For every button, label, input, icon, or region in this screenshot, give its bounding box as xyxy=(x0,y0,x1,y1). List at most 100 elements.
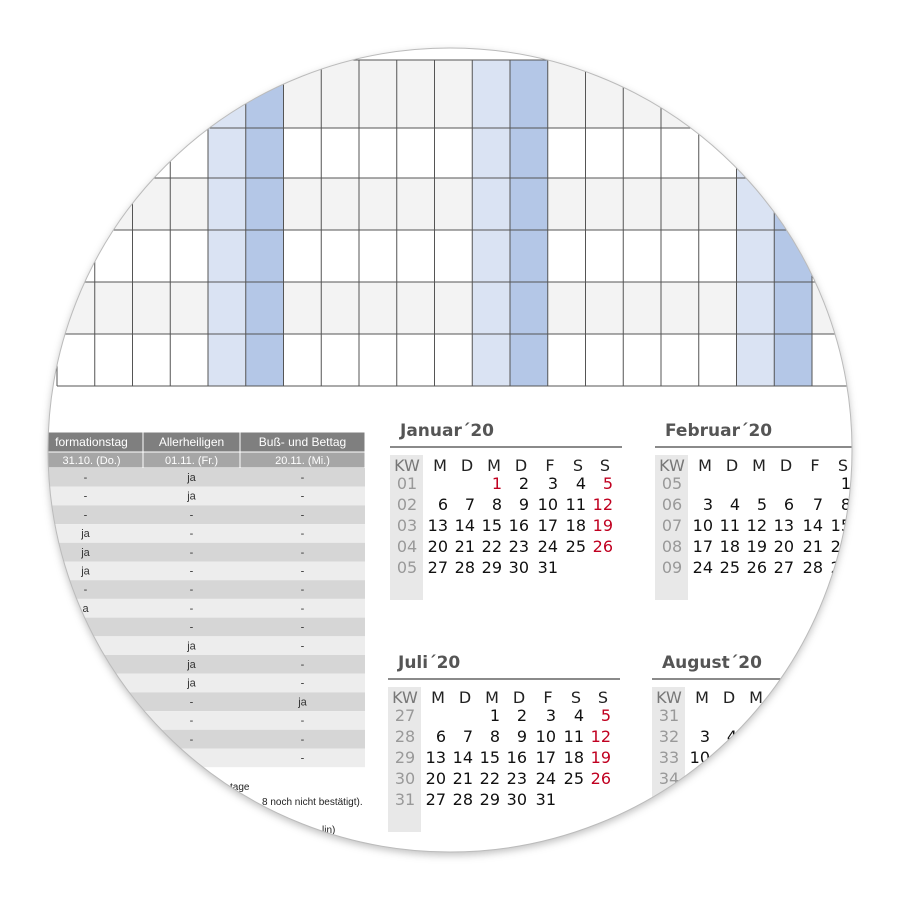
table-row xyxy=(48,729,365,749)
grid-row xyxy=(48,282,852,334)
day: 24 xyxy=(536,769,556,788)
day: 26 xyxy=(747,558,767,577)
day: 20 xyxy=(428,537,448,556)
day: 28 xyxy=(455,558,475,577)
table-row xyxy=(48,468,365,487)
day: 13 xyxy=(771,748,791,767)
day: 26 xyxy=(591,769,611,788)
day: 9 xyxy=(519,495,529,514)
day: 4 xyxy=(574,706,584,725)
day: 6 xyxy=(781,727,791,746)
day: 8 xyxy=(490,727,500,746)
weekday: D xyxy=(723,688,735,707)
grid-row xyxy=(48,178,852,230)
table-row xyxy=(48,505,365,525)
day: 1 xyxy=(838,706,848,725)
weekday: F xyxy=(545,456,554,475)
table-cell: - xyxy=(190,566,194,578)
day: 5 xyxy=(601,706,611,725)
day: 19 xyxy=(744,769,764,788)
table-cell: - xyxy=(301,753,305,765)
table-cell: - xyxy=(190,528,194,540)
table-header: Allerheiligen xyxy=(159,435,224,449)
day: 7 xyxy=(810,727,820,746)
day: 14 xyxy=(803,516,823,535)
day: 18 xyxy=(720,537,740,556)
table-cell: ja xyxy=(80,547,90,559)
weekday: KW xyxy=(394,456,420,475)
weekday: S xyxy=(571,688,581,707)
table-cell: - xyxy=(301,509,305,521)
table-cell: ja xyxy=(186,678,196,690)
day: 11 xyxy=(566,495,586,514)
day: 16 xyxy=(858,516,878,535)
table-header: Buß- und Bettag xyxy=(259,435,346,449)
day: 22 xyxy=(831,537,851,556)
day: 1 xyxy=(492,474,502,493)
day: 2 xyxy=(517,706,527,725)
day: 27 xyxy=(426,790,446,809)
kw: 04 xyxy=(397,537,417,556)
table-cell: ja xyxy=(186,491,196,503)
table-cell: - xyxy=(190,622,194,634)
day: 4 xyxy=(730,495,740,514)
month-title: Februar´20 xyxy=(665,421,772,441)
day: 15 xyxy=(831,516,851,535)
table-cell: - xyxy=(84,472,88,484)
day: 24 xyxy=(538,537,558,556)
kw: 08 xyxy=(662,537,682,556)
day: 12 xyxy=(593,495,613,514)
kw: 32 xyxy=(659,727,679,746)
weekday: M xyxy=(485,688,499,707)
grid-row xyxy=(48,230,852,282)
day: 25 xyxy=(566,537,586,556)
day: 8 xyxy=(838,727,848,746)
day: 6 xyxy=(438,495,448,514)
day: 7 xyxy=(813,495,823,514)
weekday: KW xyxy=(659,456,685,475)
day: 3 xyxy=(700,727,710,746)
day: 9 xyxy=(517,727,527,746)
table-row xyxy=(48,561,365,581)
day: 12 xyxy=(744,748,764,767)
day: 30 xyxy=(507,790,527,809)
table-row xyxy=(48,580,365,599)
grid-highlight xyxy=(472,60,510,386)
day: 11 xyxy=(564,727,584,746)
day: 23 xyxy=(509,537,529,556)
kw: 05 xyxy=(397,558,417,577)
kw: 03 xyxy=(397,516,417,535)
day: 18 xyxy=(717,769,737,788)
day: 22 xyxy=(482,537,502,556)
table-row xyxy=(48,748,365,768)
month-title: August´20 xyxy=(662,653,762,673)
day: 20 xyxy=(774,537,794,556)
table-row xyxy=(48,617,365,637)
day: 2 xyxy=(519,474,529,493)
day: 21 xyxy=(803,537,823,556)
day: 21 xyxy=(800,769,820,788)
day: 10 xyxy=(690,748,710,767)
kw: 09 xyxy=(662,558,682,577)
weekday: S xyxy=(838,456,848,475)
day: 31 xyxy=(536,790,556,809)
table-header: formationstag xyxy=(55,435,128,449)
day: 10 xyxy=(693,516,713,535)
day: 12 xyxy=(747,516,767,535)
table-cell: - xyxy=(301,547,305,559)
grid-highlight xyxy=(736,60,775,386)
day: 1 xyxy=(490,706,500,725)
table-subheader: 31.10. (Do.) xyxy=(62,455,120,467)
day: 29 xyxy=(831,558,851,577)
kw: 05 xyxy=(662,474,682,493)
day: 17 xyxy=(538,516,558,535)
grid-highlight xyxy=(245,60,284,386)
kw: 28 xyxy=(395,727,415,746)
grid-highlight xyxy=(510,60,548,386)
table-cell: ja xyxy=(80,566,90,578)
weekday: M xyxy=(749,688,763,707)
table-row xyxy=(48,636,365,655)
kw: 33 xyxy=(659,748,679,767)
